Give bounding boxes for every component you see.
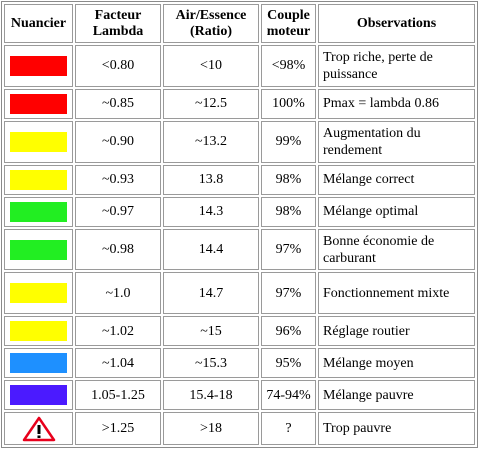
observation-cell: Mélange correct bbox=[318, 164, 475, 195]
header-torque: Couple moteur bbox=[261, 4, 316, 43]
shade-cell bbox=[4, 380, 73, 411]
lambda-cell: ~0.90 bbox=[75, 120, 161, 163]
ratio-cell: ~15 bbox=[163, 316, 259, 347]
shade-cell bbox=[4, 316, 73, 347]
ratio-cell: ~15.3 bbox=[163, 348, 259, 379]
shade-cell bbox=[4, 196, 73, 227]
header-shade: Nuancier bbox=[4, 4, 73, 43]
shade-cell bbox=[4, 228, 73, 271]
lambda-cell: ~0.85 bbox=[75, 88, 161, 119]
observation-cell: Mélange optimal bbox=[318, 196, 475, 227]
torque-cell: <98% bbox=[261, 45, 316, 87]
header-ratio: Air/Essence (Ratio) bbox=[163, 4, 259, 43]
torque-cell: 74-94% bbox=[261, 380, 316, 411]
shade-cell bbox=[4, 348, 73, 379]
shade-cell bbox=[4, 45, 73, 87]
shade-cell bbox=[4, 88, 73, 119]
torque-cell: 98% bbox=[261, 196, 316, 227]
color-swatch bbox=[10, 283, 67, 304]
lambda-cell: ~0.98 bbox=[75, 228, 161, 271]
observation-cell: Augmentation du rendement bbox=[318, 120, 475, 163]
lambda-cell: 1.05-1.25 bbox=[75, 380, 161, 411]
lambda-cell: ~1.02 bbox=[75, 316, 161, 347]
header-lambda: Facteur Lambda bbox=[75, 4, 161, 43]
observation-cell: Mélange pauvre bbox=[318, 380, 475, 411]
torque-cell: ? bbox=[261, 412, 316, 445]
color-swatch bbox=[10, 201, 67, 222]
ratio-cell: 14.3 bbox=[163, 196, 259, 227]
observation-cell: Fonctionnement mixte bbox=[318, 272, 475, 315]
ratio-cell: 14.4 bbox=[163, 228, 259, 271]
observation-cell: Réglage routier bbox=[318, 316, 475, 347]
color-swatch bbox=[10, 353, 67, 374]
table-row: ~0.90 ~13.2 99% Augmentation du rendement bbox=[4, 120, 475, 163]
table-row: 1.05-1.25 15.4-18 74-94% Mélange pauvre bbox=[4, 380, 475, 411]
ratio-cell: 14.7 bbox=[163, 272, 259, 315]
table-row: ~1.04 ~15.3 95% Mélange moyen bbox=[4, 348, 475, 379]
torque-cell: 95% bbox=[261, 348, 316, 379]
table-row: >1.25 >18? Trop pauvre bbox=[4, 412, 475, 445]
color-swatch bbox=[10, 93, 67, 114]
warning-triangle-icon bbox=[22, 416, 55, 441]
observation-cell: Trop riche, perte de puissance bbox=[318, 45, 475, 87]
torque-cell: 97% bbox=[261, 228, 316, 271]
header-observations: Observations bbox=[318, 4, 475, 43]
lambda-cell: ~0.93 bbox=[75, 164, 161, 195]
ratio-cell: <10 bbox=[163, 45, 259, 87]
table-row: ~0.85 ~12.5 100% Pmax = lambda 0.86 bbox=[4, 88, 475, 119]
color-swatch bbox=[10, 55, 67, 76]
lambda-cell: <0.80 bbox=[75, 45, 161, 87]
ratio-cell: ~13.2 bbox=[163, 120, 259, 163]
table-row: ~0.93 13.8 98% Mélange correct bbox=[4, 164, 475, 195]
color-swatch bbox=[10, 131, 67, 152]
torque-cell: 99% bbox=[261, 120, 316, 163]
torque-cell: 96% bbox=[261, 316, 316, 347]
color-swatch bbox=[10, 169, 67, 190]
table-row: ~1.02 ~15 96% Réglage routier bbox=[4, 316, 475, 347]
lambda-cell: ~1.0 bbox=[75, 272, 161, 315]
shade-cell bbox=[4, 272, 73, 315]
shade-cell bbox=[4, 412, 73, 445]
color-swatch bbox=[10, 321, 67, 342]
table-row: <0.80 <10 <98% Trop riche, perte de puissan… bbox=[4, 45, 475, 87]
torque-cell: 97% bbox=[261, 272, 316, 315]
torque-cell: 100% bbox=[261, 88, 316, 119]
observation-cell: Bonne économie de carburant bbox=[318, 228, 475, 271]
header-row: Nuancier Facteur Lambda Air/Essence (Rat… bbox=[4, 4, 475, 43]
color-swatch bbox=[10, 385, 67, 406]
lambda-cell: >1.25 bbox=[75, 412, 161, 445]
lambda-cell: ~0.97 bbox=[75, 196, 161, 227]
observation-cell: Mélange moyen bbox=[318, 348, 475, 379]
table-row: ~0.98 14.4 97% Bonne économie de carburant bbox=[4, 228, 475, 271]
torque-cell: 98% bbox=[261, 164, 316, 195]
table-row: ~1.0 14.7 97% Fonctionnement mixte bbox=[4, 272, 475, 315]
shade-cell bbox=[4, 120, 73, 163]
ratio-cell: 13.8 bbox=[163, 164, 259, 195]
table-row: ~0.97 14.3 98% Mélange optimal bbox=[4, 196, 475, 227]
color-swatch bbox=[10, 239, 67, 260]
ratio-cell: 15.4-18 bbox=[163, 380, 259, 411]
ratio-cell: >18 bbox=[163, 412, 259, 445]
ratio-cell: ~12.5 bbox=[163, 88, 259, 119]
observation-cell: Pmax = lambda 0.86 bbox=[318, 88, 475, 119]
lambda-cell: ~1.04 bbox=[75, 348, 161, 379]
observation-cell: Trop pauvre bbox=[318, 412, 475, 445]
shade-cell bbox=[4, 164, 73, 195]
